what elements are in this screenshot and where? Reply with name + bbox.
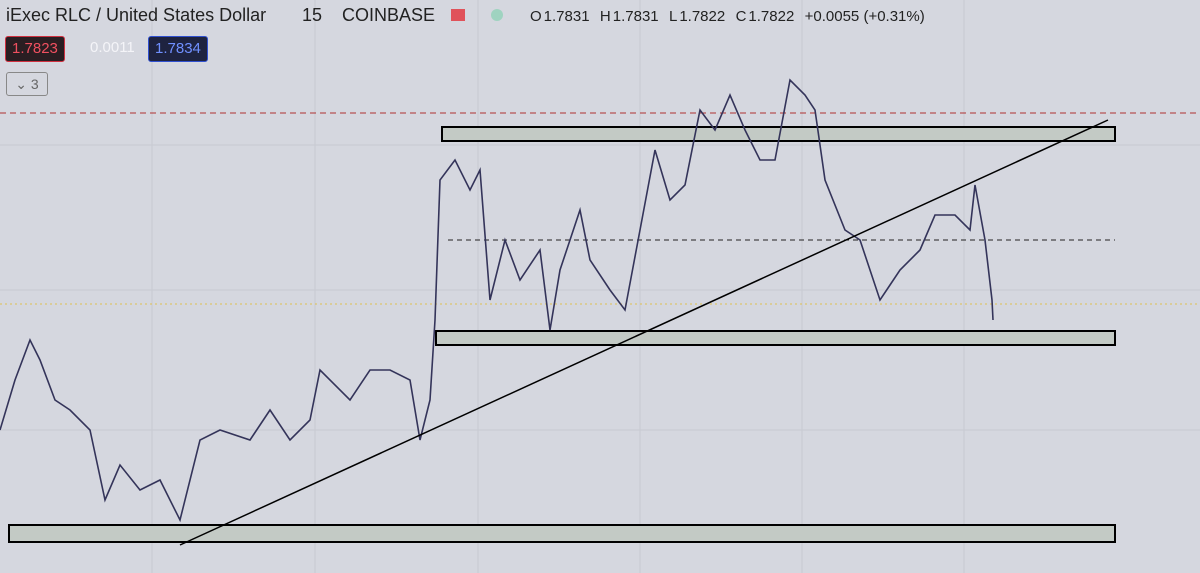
c-label: C bbox=[735, 8, 747, 25]
price-action bbox=[0, 78, 994, 523]
ask-button[interactable]: 1.7834 bbox=[148, 36, 208, 62]
indicator-count: 3 bbox=[30, 76, 39, 92]
l-label: L bbox=[668, 8, 678, 25]
change: +0.0055 (+0.31%) bbox=[804, 8, 925, 25]
indicators-toggle[interactable]: ⌄ 3 bbox=[6, 72, 48, 96]
exchange: COINBASE bbox=[342, 5, 436, 25]
h-label: H bbox=[599, 8, 611, 25]
status-dot bbox=[491, 9, 503, 21]
h-value: 1.7831 bbox=[612, 8, 659, 25]
interval[interactable]: 15 bbox=[302, 5, 323, 25]
o-value: 1.7831 bbox=[543, 8, 590, 25]
spread: 0.0011 bbox=[90, 39, 135, 56]
bid-button[interactable]: 1.7823 bbox=[5, 36, 65, 62]
zones bbox=[8, 126, 1116, 543]
symbol: iExec RLC / United States Dollar bbox=[6, 5, 267, 25]
flag-icon[interactable] bbox=[451, 9, 465, 21]
o-label: O bbox=[530, 8, 542, 25]
l-value: 1.7822 bbox=[679, 8, 726, 25]
trendline bbox=[179, 119, 1109, 546]
c-value: 1.7822 bbox=[748, 8, 795, 25]
ohlc-values: O 1.7831 H 1.7831 L 1.7822 C 1.7822 +0.0055 … bbox=[530, 8, 927, 25]
